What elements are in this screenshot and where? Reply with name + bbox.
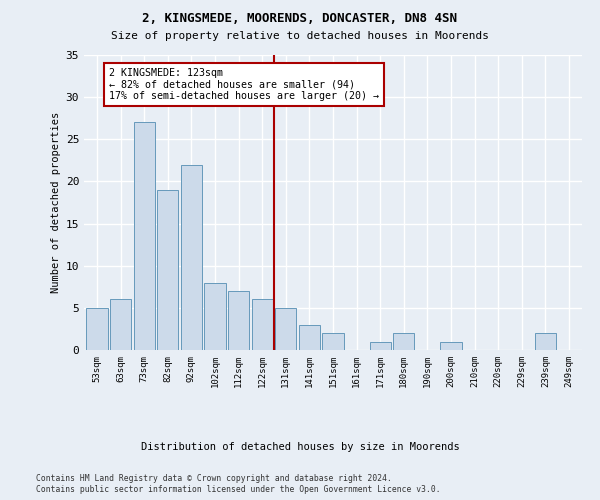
Bar xyxy=(535,333,556,350)
Bar xyxy=(110,300,131,350)
Bar xyxy=(157,190,178,350)
Bar xyxy=(322,333,344,350)
Text: Contains public sector information licensed under the Open Government Licence v3: Contains public sector information licen… xyxy=(36,485,440,494)
Bar xyxy=(393,333,415,350)
Bar xyxy=(370,342,391,350)
Bar xyxy=(228,291,249,350)
Text: 2, KINGSMEDE, MOORENDS, DONCASTER, DN8 4SN: 2, KINGSMEDE, MOORENDS, DONCASTER, DN8 4… xyxy=(143,12,458,26)
Bar xyxy=(86,308,107,350)
Bar xyxy=(251,300,273,350)
Bar xyxy=(275,308,296,350)
Y-axis label: Number of detached properties: Number of detached properties xyxy=(52,112,61,293)
Text: 2 KINGSMEDE: 123sqm
← 82% of detached houses are smaller (94)
17% of semi-detach: 2 KINGSMEDE: 123sqm ← 82% of detached ho… xyxy=(109,68,379,101)
Text: Contains HM Land Registry data © Crown copyright and database right 2024.: Contains HM Land Registry data © Crown c… xyxy=(36,474,392,483)
Bar xyxy=(134,122,155,350)
Text: Size of property relative to detached houses in Moorends: Size of property relative to detached ho… xyxy=(111,31,489,41)
Bar xyxy=(440,342,461,350)
Bar xyxy=(299,324,320,350)
Text: Distribution of detached houses by size in Moorends: Distribution of detached houses by size … xyxy=(140,442,460,452)
Bar xyxy=(181,164,202,350)
Bar xyxy=(205,282,226,350)
